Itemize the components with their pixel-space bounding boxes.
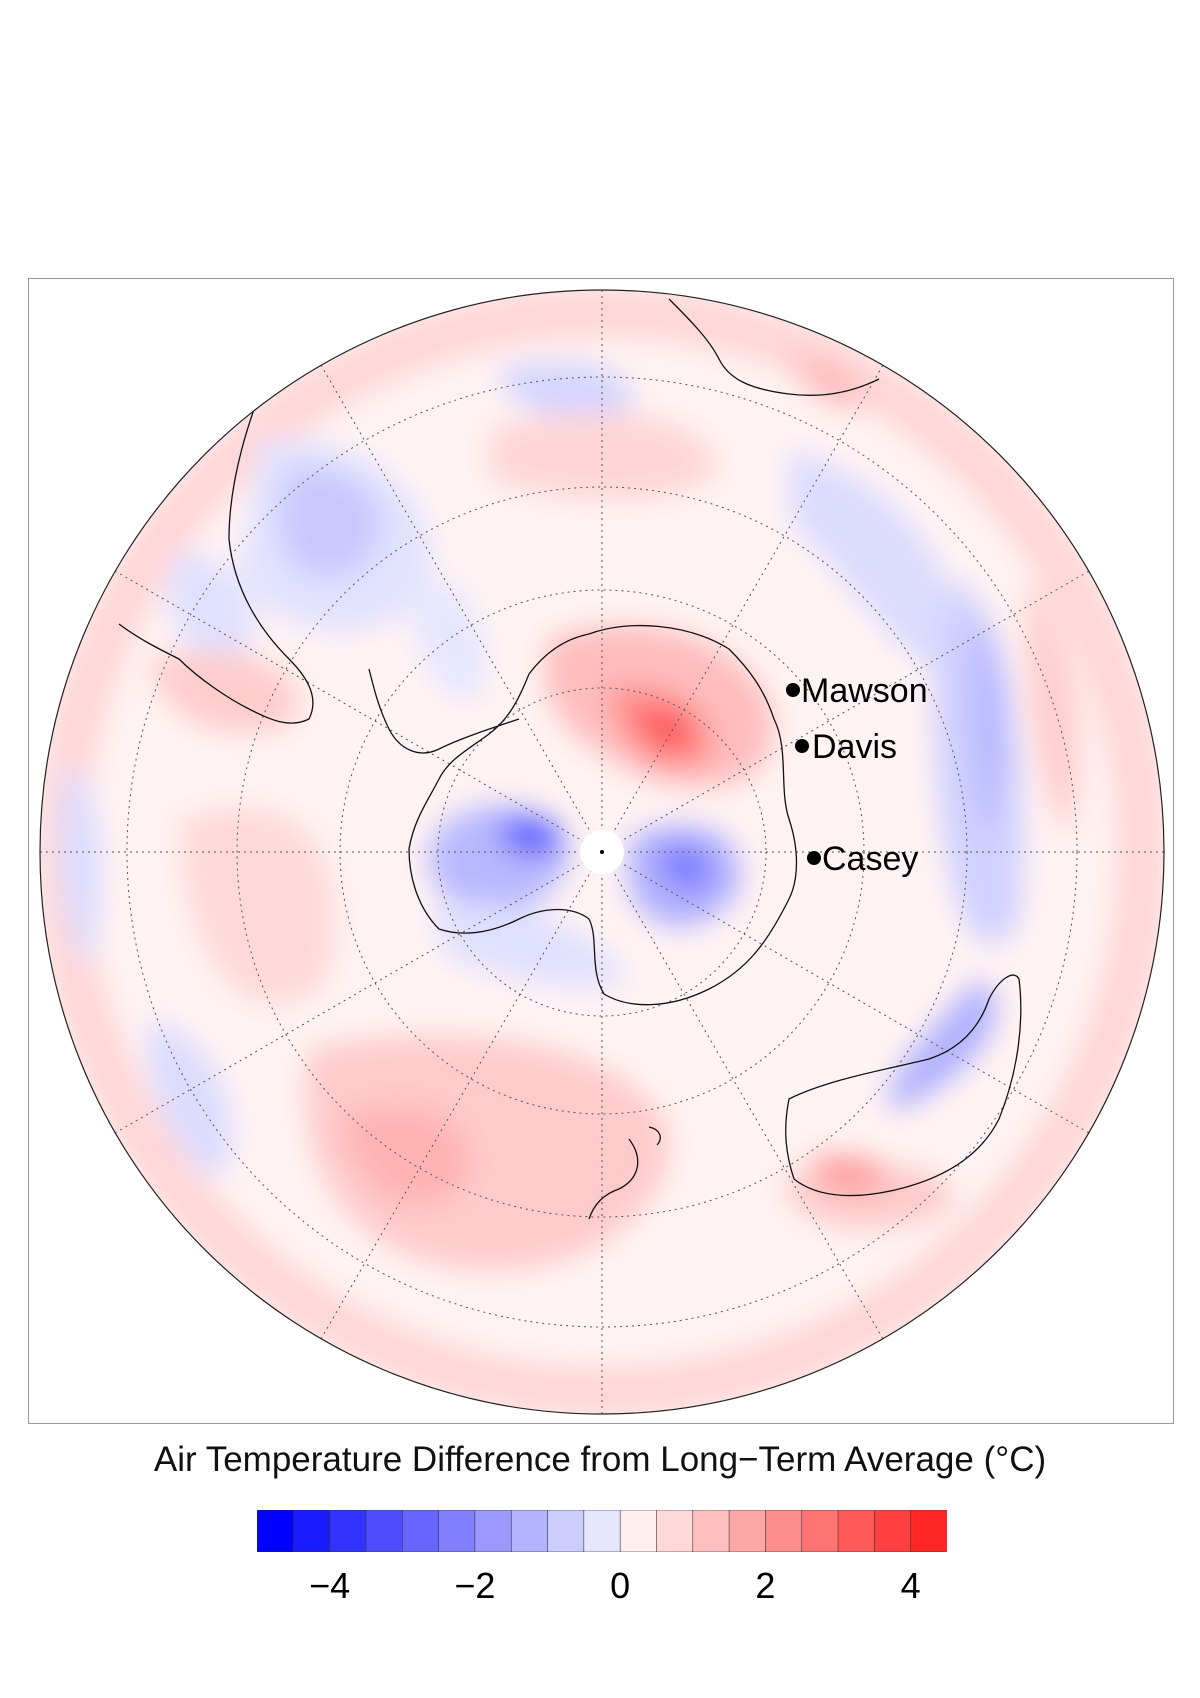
colorbar [257, 1510, 947, 1552]
polar-map: Mawson Davis Casey [39, 289, 1165, 1415]
colorbar-swatch [474, 1510, 513, 1552]
south-pole-marker [600, 850, 604, 854]
colorbar-swatch [293, 1510, 331, 1552]
colorbar-swatch [874, 1510, 912, 1552]
map-frame: Mawson Davis Casey [28, 278, 1174, 1424]
legend-title: Air Temperature Difference from Long−Ter… [153, 1440, 1047, 1479]
colorbar-tick-label: 4 [900, 1565, 921, 1606]
colorbar-swatch [547, 1510, 585, 1552]
station-label: Casey [822, 840, 918, 878]
colorbar-tick-label: 2 [755, 1565, 776, 1606]
colorbar-swatch [837, 1510, 876, 1552]
coastlines [118, 298, 1022, 1220]
colorbar-tick-label: −4 [309, 1565, 351, 1606]
colorbar-swatch [619, 1510, 658, 1552]
colorbar-tick-label: −2 [454, 1565, 496, 1606]
station-mawson: Mawson [786, 672, 928, 710]
colorbar-swatch [438, 1510, 476, 1552]
station-marker [807, 851, 821, 865]
station-label: Mawson [801, 672, 928, 710]
colorbar-swatch [365, 1510, 404, 1552]
colorbar-swatch [329, 1510, 367, 1552]
colorbar-swatch [765, 1510, 803, 1552]
colorbar-swatch [401, 1510, 440, 1552]
colorbar-swatch [801, 1510, 839, 1552]
station-marker [786, 683, 800, 697]
colorbar-swatch [583, 1510, 621, 1552]
station-davis: Davis [795, 728, 897, 766]
colorbar-tick-label: 0 [610, 1565, 631, 1606]
colorbar-swatch [728, 1510, 767, 1552]
colorbar-swatch [692, 1510, 730, 1552]
graticule [40, 290, 1164, 1414]
station-marker [795, 739, 809, 753]
colorbar-swatch [510, 1510, 549, 1552]
map-boundary [39, 289, 1165, 1415]
anomaly-field [40, 290, 1164, 1414]
colorbar-swatch [257, 1510, 295, 1552]
colorbar-swatch [910, 1510, 947, 1552]
colorbar-swatch [656, 1510, 694, 1552]
station-casey: Casey [807, 840, 918, 878]
station-label: Davis [812, 728, 897, 766]
